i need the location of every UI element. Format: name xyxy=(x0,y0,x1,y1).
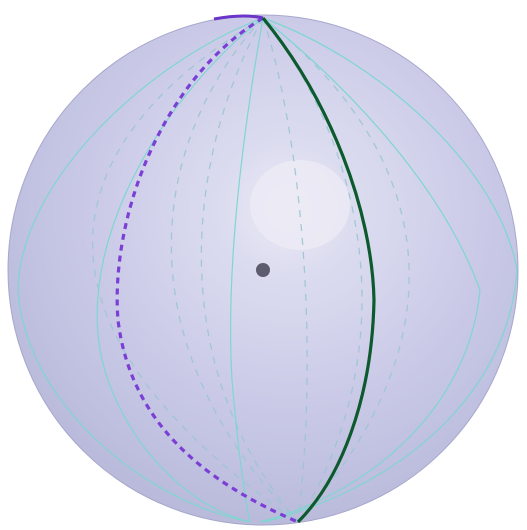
hidden-meridian xyxy=(262,17,363,523)
front-meridian xyxy=(262,17,518,523)
hidden-meridian xyxy=(200,17,299,523)
sphere-highlight xyxy=(250,160,350,250)
hidden-meridian xyxy=(262,17,410,523)
hidden-meridian xyxy=(262,17,308,523)
center-point xyxy=(256,263,270,277)
front-meridians xyxy=(17,17,518,523)
hidden-meridian xyxy=(170,17,299,523)
front-meridian xyxy=(229,17,264,523)
front-meridian xyxy=(17,17,264,523)
hidden-meridian xyxy=(91,17,299,523)
front-meridian xyxy=(96,17,264,523)
great-circle-top-arc xyxy=(213,14,264,21)
hidden-meridians xyxy=(91,17,410,523)
great-circle-front xyxy=(261,16,376,524)
front-meridian xyxy=(259,17,481,523)
